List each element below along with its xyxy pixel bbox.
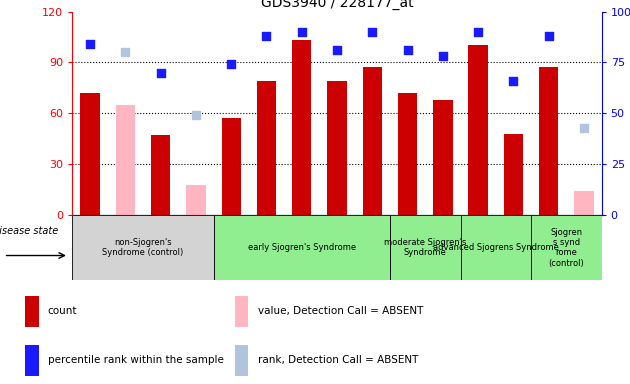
- Point: [473, 29, 483, 35]
- Point: [438, 53, 448, 60]
- Bar: [469, 45, 488, 215]
- Point: [544, 33, 554, 39]
- Point: [261, 33, 272, 39]
- Bar: [390, 215, 461, 280]
- Bar: [25, 296, 38, 327]
- Text: value, Detection Call = ABSENT: value, Detection Call = ABSENT: [258, 306, 423, 316]
- Text: early Sjogren's Syndrome: early Sjogren's Syndrome: [248, 243, 356, 252]
- Point: [120, 49, 130, 55]
- Bar: [398, 93, 417, 215]
- Text: non-Sjogren's
Syndrome (control): non-Sjogren's Syndrome (control): [103, 238, 183, 257]
- Bar: [222, 118, 241, 215]
- Text: moderate Sjogren's
Syndrome: moderate Sjogren's Syndrome: [384, 238, 466, 257]
- Bar: [575, 191, 593, 215]
- Bar: [235, 344, 248, 376]
- Bar: [539, 68, 558, 215]
- Bar: [461, 215, 531, 280]
- Point: [297, 29, 307, 35]
- Text: percentile rank within the sample: percentile rank within the sample: [48, 355, 224, 365]
- Point: [403, 47, 413, 53]
- Bar: [186, 185, 205, 215]
- Bar: [72, 215, 214, 280]
- Point: [156, 70, 166, 76]
- Bar: [25, 344, 38, 376]
- Point: [579, 124, 589, 131]
- Bar: [116, 105, 135, 215]
- Bar: [433, 100, 452, 215]
- Text: rank, Detection Call = ABSENT: rank, Detection Call = ABSENT: [258, 355, 418, 365]
- Bar: [257, 81, 276, 215]
- Text: Sjogren
s synd
rome
(control): Sjogren s synd rome (control): [549, 228, 584, 268]
- Bar: [214, 215, 390, 280]
- Bar: [531, 215, 602, 280]
- Bar: [363, 68, 382, 215]
- Point: [508, 78, 518, 84]
- Bar: [81, 93, 100, 215]
- Bar: [151, 135, 170, 215]
- Point: [367, 29, 377, 35]
- Point: [332, 47, 342, 53]
- Bar: [328, 81, 347, 215]
- Bar: [292, 40, 311, 215]
- Bar: [504, 134, 523, 215]
- Point: [191, 112, 201, 118]
- Point: [226, 61, 236, 68]
- Text: count: count: [48, 306, 77, 316]
- Text: disease state: disease state: [0, 226, 58, 237]
- Text: advanced Sjogrens Syndrome: advanced Sjogrens Syndrome: [433, 243, 559, 252]
- Bar: [235, 296, 248, 327]
- Title: GDS3940 / 228177_at: GDS3940 / 228177_at: [261, 0, 413, 10]
- Point: [85, 41, 95, 47]
